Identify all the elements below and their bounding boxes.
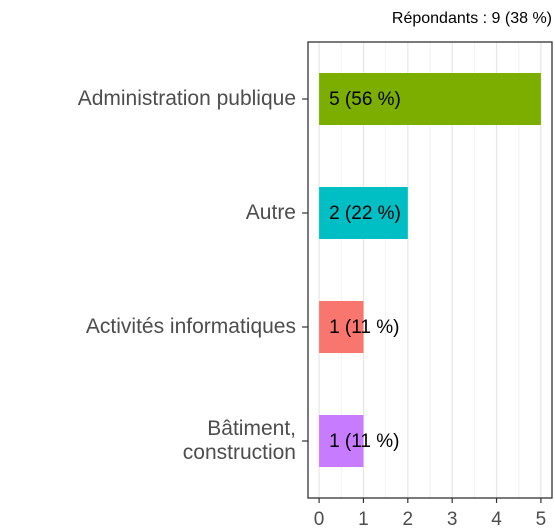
data-label: 1 (11 %) xyxy=(329,317,399,338)
x-tick-label: 0 xyxy=(314,509,325,530)
x-tick-label: 2 xyxy=(403,509,414,530)
x-tick-label: 5 xyxy=(536,509,547,530)
panel-border xyxy=(307,41,553,499)
x-tick-label: 1 xyxy=(358,509,369,530)
y-tick-label: Bâtiment, construction xyxy=(183,417,296,464)
bar xyxy=(319,187,408,239)
bar xyxy=(319,301,364,353)
y-tick-label: Administration publique xyxy=(78,87,296,110)
y-tick-label: Autre xyxy=(246,201,296,224)
data-label: 2 (22 %) xyxy=(329,203,401,224)
data-label: 5 (56 %) xyxy=(329,89,401,110)
bar xyxy=(319,415,364,467)
data-label: 1 (11 %) xyxy=(329,431,399,452)
subtitle: Répondants : 9 (38 %) xyxy=(392,10,552,27)
x-tick-label: 4 xyxy=(491,509,502,530)
bar xyxy=(319,73,541,125)
x-tick-label: 3 xyxy=(447,509,458,530)
y-tick-label: Activités informatiques xyxy=(86,315,296,338)
